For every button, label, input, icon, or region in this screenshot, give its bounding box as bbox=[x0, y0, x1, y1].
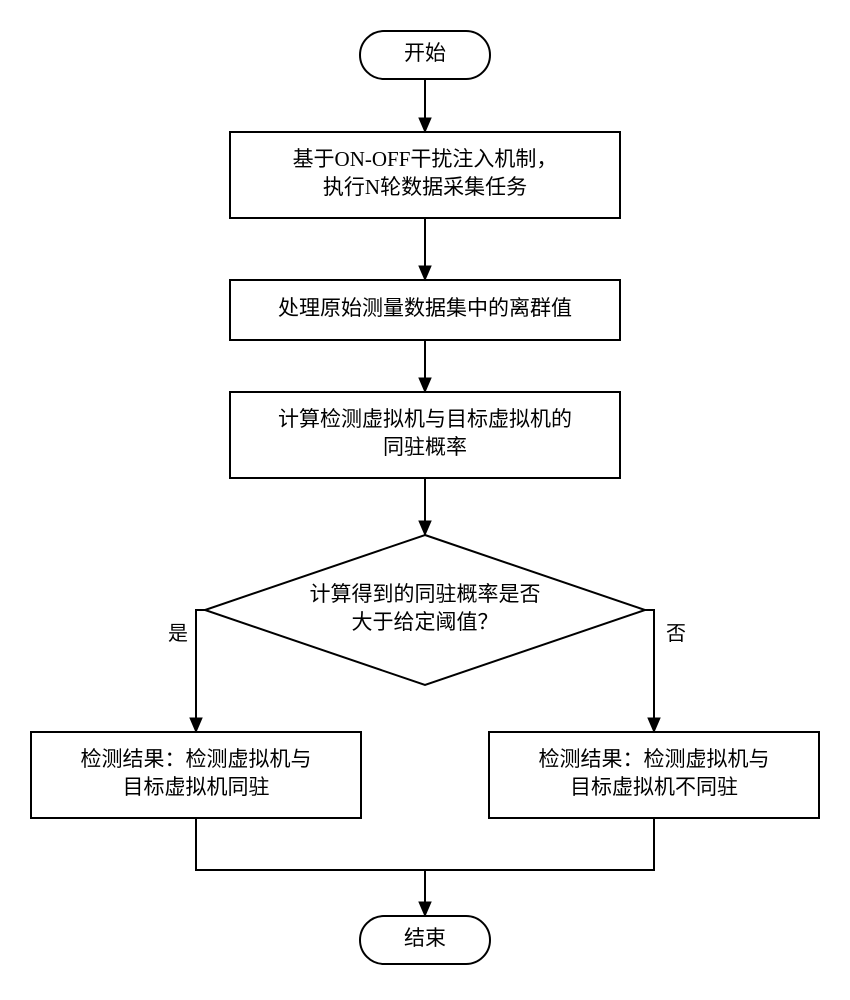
node-text: 同驻概率 bbox=[383, 435, 467, 459]
node-end: 结束 bbox=[360, 916, 490, 964]
node-step3: 计算检测虚拟机与目标虚拟机的同驻概率 bbox=[230, 392, 620, 478]
node-text: 检测结果：检测虚拟机与 bbox=[81, 747, 312, 771]
node-text: 结束 bbox=[404, 926, 446, 950]
node-text: 检测结果：检测虚拟机与 bbox=[539, 747, 770, 771]
node-text: 目标虚拟机不同驻 bbox=[570, 775, 738, 799]
node-text: 处理原始测量数据集中的离群值 bbox=[278, 296, 572, 320]
node-step1: 基于ON-OFF干扰注入机制， 执行N轮数据采集任务 bbox=[230, 132, 620, 218]
edge bbox=[196, 818, 431, 916]
flowchart-canvas: 是 否 开始基于ON-OFF干扰注入机制， 执行N轮数据采集任务处理原始测量数据集中的… bbox=[0, 0, 850, 1000]
edge: 是 bbox=[168, 610, 205, 732]
edge: 否 bbox=[645, 610, 686, 732]
node-text: 大于给定阈值？ bbox=[352, 610, 499, 634]
edge-label: 否 bbox=[666, 623, 686, 645]
node-step2: 处理原始测量数据集中的离群值 bbox=[230, 280, 620, 340]
edge bbox=[419, 340, 431, 392]
edge bbox=[419, 478, 431, 535]
node-text: 基于ON-OFF干扰注入机制， bbox=[293, 147, 558, 171]
node-start: 开始 bbox=[360, 31, 490, 79]
edge bbox=[425, 818, 654, 870]
edge-label: 是 bbox=[168, 623, 188, 645]
edge bbox=[419, 218, 431, 280]
node-text: 计算检测虚拟机与目标虚拟机的 bbox=[278, 407, 572, 431]
node-text: 计算得到的同驻概率是否 bbox=[310, 582, 541, 606]
edge bbox=[419, 79, 431, 132]
node-text: 目标虚拟机同驻 bbox=[123, 775, 270, 799]
node-decide: 计算得到的同驻概率是否大于给定阈值？ bbox=[205, 535, 645, 685]
node-no: 检测结果：检测虚拟机与目标虚拟机不同驻 bbox=[489, 732, 819, 818]
node-text: 执行N轮数据采集任务 bbox=[323, 175, 527, 199]
node-text: 开始 bbox=[404, 41, 446, 65]
node-yes: 检测结果：检测虚拟机与目标虚拟机同驻 bbox=[31, 732, 361, 818]
